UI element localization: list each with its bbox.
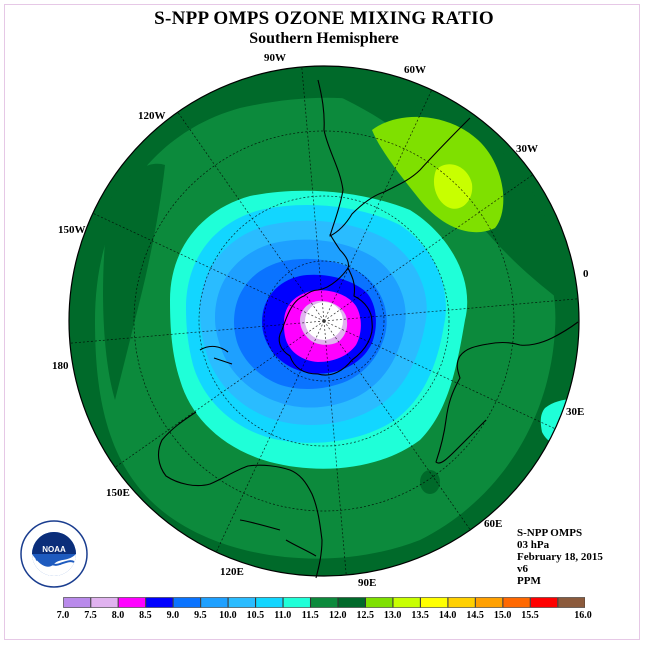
colorbar-tick-label: 13.5	[411, 610, 429, 621]
colorbar-swatch	[530, 597, 558, 608]
south-america-coastline	[317, 79, 471, 237]
info-date: February 18, 2015	[517, 551, 603, 563]
colorbar-swatch	[502, 597, 531, 608]
lon-label-90e: 90E	[358, 577, 377, 589]
meridian-line	[69, 320, 325, 344]
lon-label-30w: 30W	[516, 143, 538, 155]
meridians	[69, 66, 579, 576]
lon-label-90w: 90W	[264, 52, 286, 64]
meridian-line	[323, 320, 471, 531]
lon-label-60e: 60E	[484, 518, 503, 530]
colorbar-tick-label: 11.5	[301, 610, 319, 621]
meridian-line	[114, 320, 325, 468]
svg-text:NOAA: NOAA	[42, 545, 66, 554]
colorbar-swatch	[365, 597, 393, 608]
lon-label-180: 180	[52, 360, 69, 372]
meridian-line	[92, 212, 325, 322]
map-title: S-NPP OMPS OZONE MIXING RATIO	[154, 8, 494, 29]
colorbar-swatch	[475, 597, 503, 608]
colorbar-tick-label: 9.0	[166, 610, 180, 621]
figure-frame	[4, 4, 640, 640]
colorbar-swatch	[310, 597, 339, 608]
map-subtitle: Southern Hemisphere	[249, 30, 399, 47]
colorbar-swatch	[447, 597, 476, 608]
meridian-line	[301, 66, 325, 322]
colorbar-tick-label: 9.5	[194, 610, 207, 621]
colorbar	[63, 597, 585, 608]
colorbar-swatch	[420, 597, 448, 608]
meridian-line	[323, 174, 534, 322]
colorbar-tick-label: 8.5	[139, 610, 152, 621]
colorbar-swatch	[118, 597, 146, 608]
info-pressure: 03 hPa	[517, 539, 550, 551]
lon-label-150e: 150E	[106, 487, 130, 499]
noaa-logo: NOAA	[20, 520, 88, 588]
lon-label-30e: 30E	[566, 406, 585, 418]
new-zealand-coastline	[199, 345, 233, 365]
colorbar-tick-label: 7.5	[84, 610, 97, 621]
colorbar-tick-label: 12.0	[328, 610, 347, 621]
meridian-line	[177, 111, 325, 322]
colorbar-swatch	[63, 597, 91, 608]
colorbar-swatch	[282, 597, 311, 608]
australia-coastline	[157, 411, 323, 579]
colorbar-swatch	[90, 597, 119, 608]
colorbar-swatch	[228, 597, 256, 608]
ozone-level-12.0-patch-west	[103, 163, 165, 400]
colorbar-tick-label: 15.5	[521, 610, 539, 621]
colorbar-tick-label: 11.0	[274, 610, 292, 621]
colorbar-swatch	[337, 597, 366, 608]
ozone-level-13.0	[433, 164, 473, 209]
colorbar-tick-label: 7.0	[56, 610, 70, 621]
antarctica-coastline	[278, 267, 373, 376]
info-instrument: S-NPP OMPS	[517, 527, 583, 539]
meridian-line	[215, 320, 325, 553]
colorbar-swatch	[173, 597, 201, 608]
africa-coastline	[435, 321, 579, 464]
info-version: v6	[517, 563, 528, 575]
colorbar-swatch	[200, 597, 229, 608]
lon-label-0: 0	[583, 268, 589, 280]
colorbar-swatch	[255, 597, 284, 608]
meridian-line	[323, 320, 347, 576]
lon-label-150w: 150W	[58, 224, 86, 236]
colorbar-tick-label: 12.5	[356, 610, 374, 621]
colorbar-tick-label: 10.0	[219, 610, 237, 621]
colorbar-swatch	[557, 597, 585, 608]
info-units: PPM	[517, 575, 541, 587]
colorbar-tick-label: 16.0	[574, 610, 592, 621]
colorbar-tick-label: 13.0	[383, 610, 402, 621]
colorbar-tick-label: 14.5	[466, 610, 484, 621]
colorbar-tick-label: 10.5	[246, 610, 265, 621]
lon-label-120w: 120W	[138, 110, 166, 122]
colorbar-swatch	[392, 597, 421, 608]
colorbar-swatch	[145, 597, 174, 608]
meridian-line	[323, 89, 433, 322]
antarctic-peninsula-coastline	[329, 233, 349, 269]
coastlines	[157, 79, 579, 579]
meridian-line	[323, 298, 579, 322]
graticule	[69, 66, 579, 576]
indonesia-coastline	[239, 519, 317, 557]
meridian-line	[323, 320, 556, 430]
colorbar-tick-label: 8.0	[111, 610, 125, 621]
colorbar-tick-label: 15.0	[493, 610, 512, 621]
lon-label-120e: 120E	[220, 566, 244, 578]
ozone-level-12.0-patch-southeast	[420, 470, 440, 494]
map-boundary	[68, 65, 580, 577]
colorbar-tick-label: 14.0	[438, 610, 457, 621]
lon-label-60w: 60W	[404, 64, 426, 76]
